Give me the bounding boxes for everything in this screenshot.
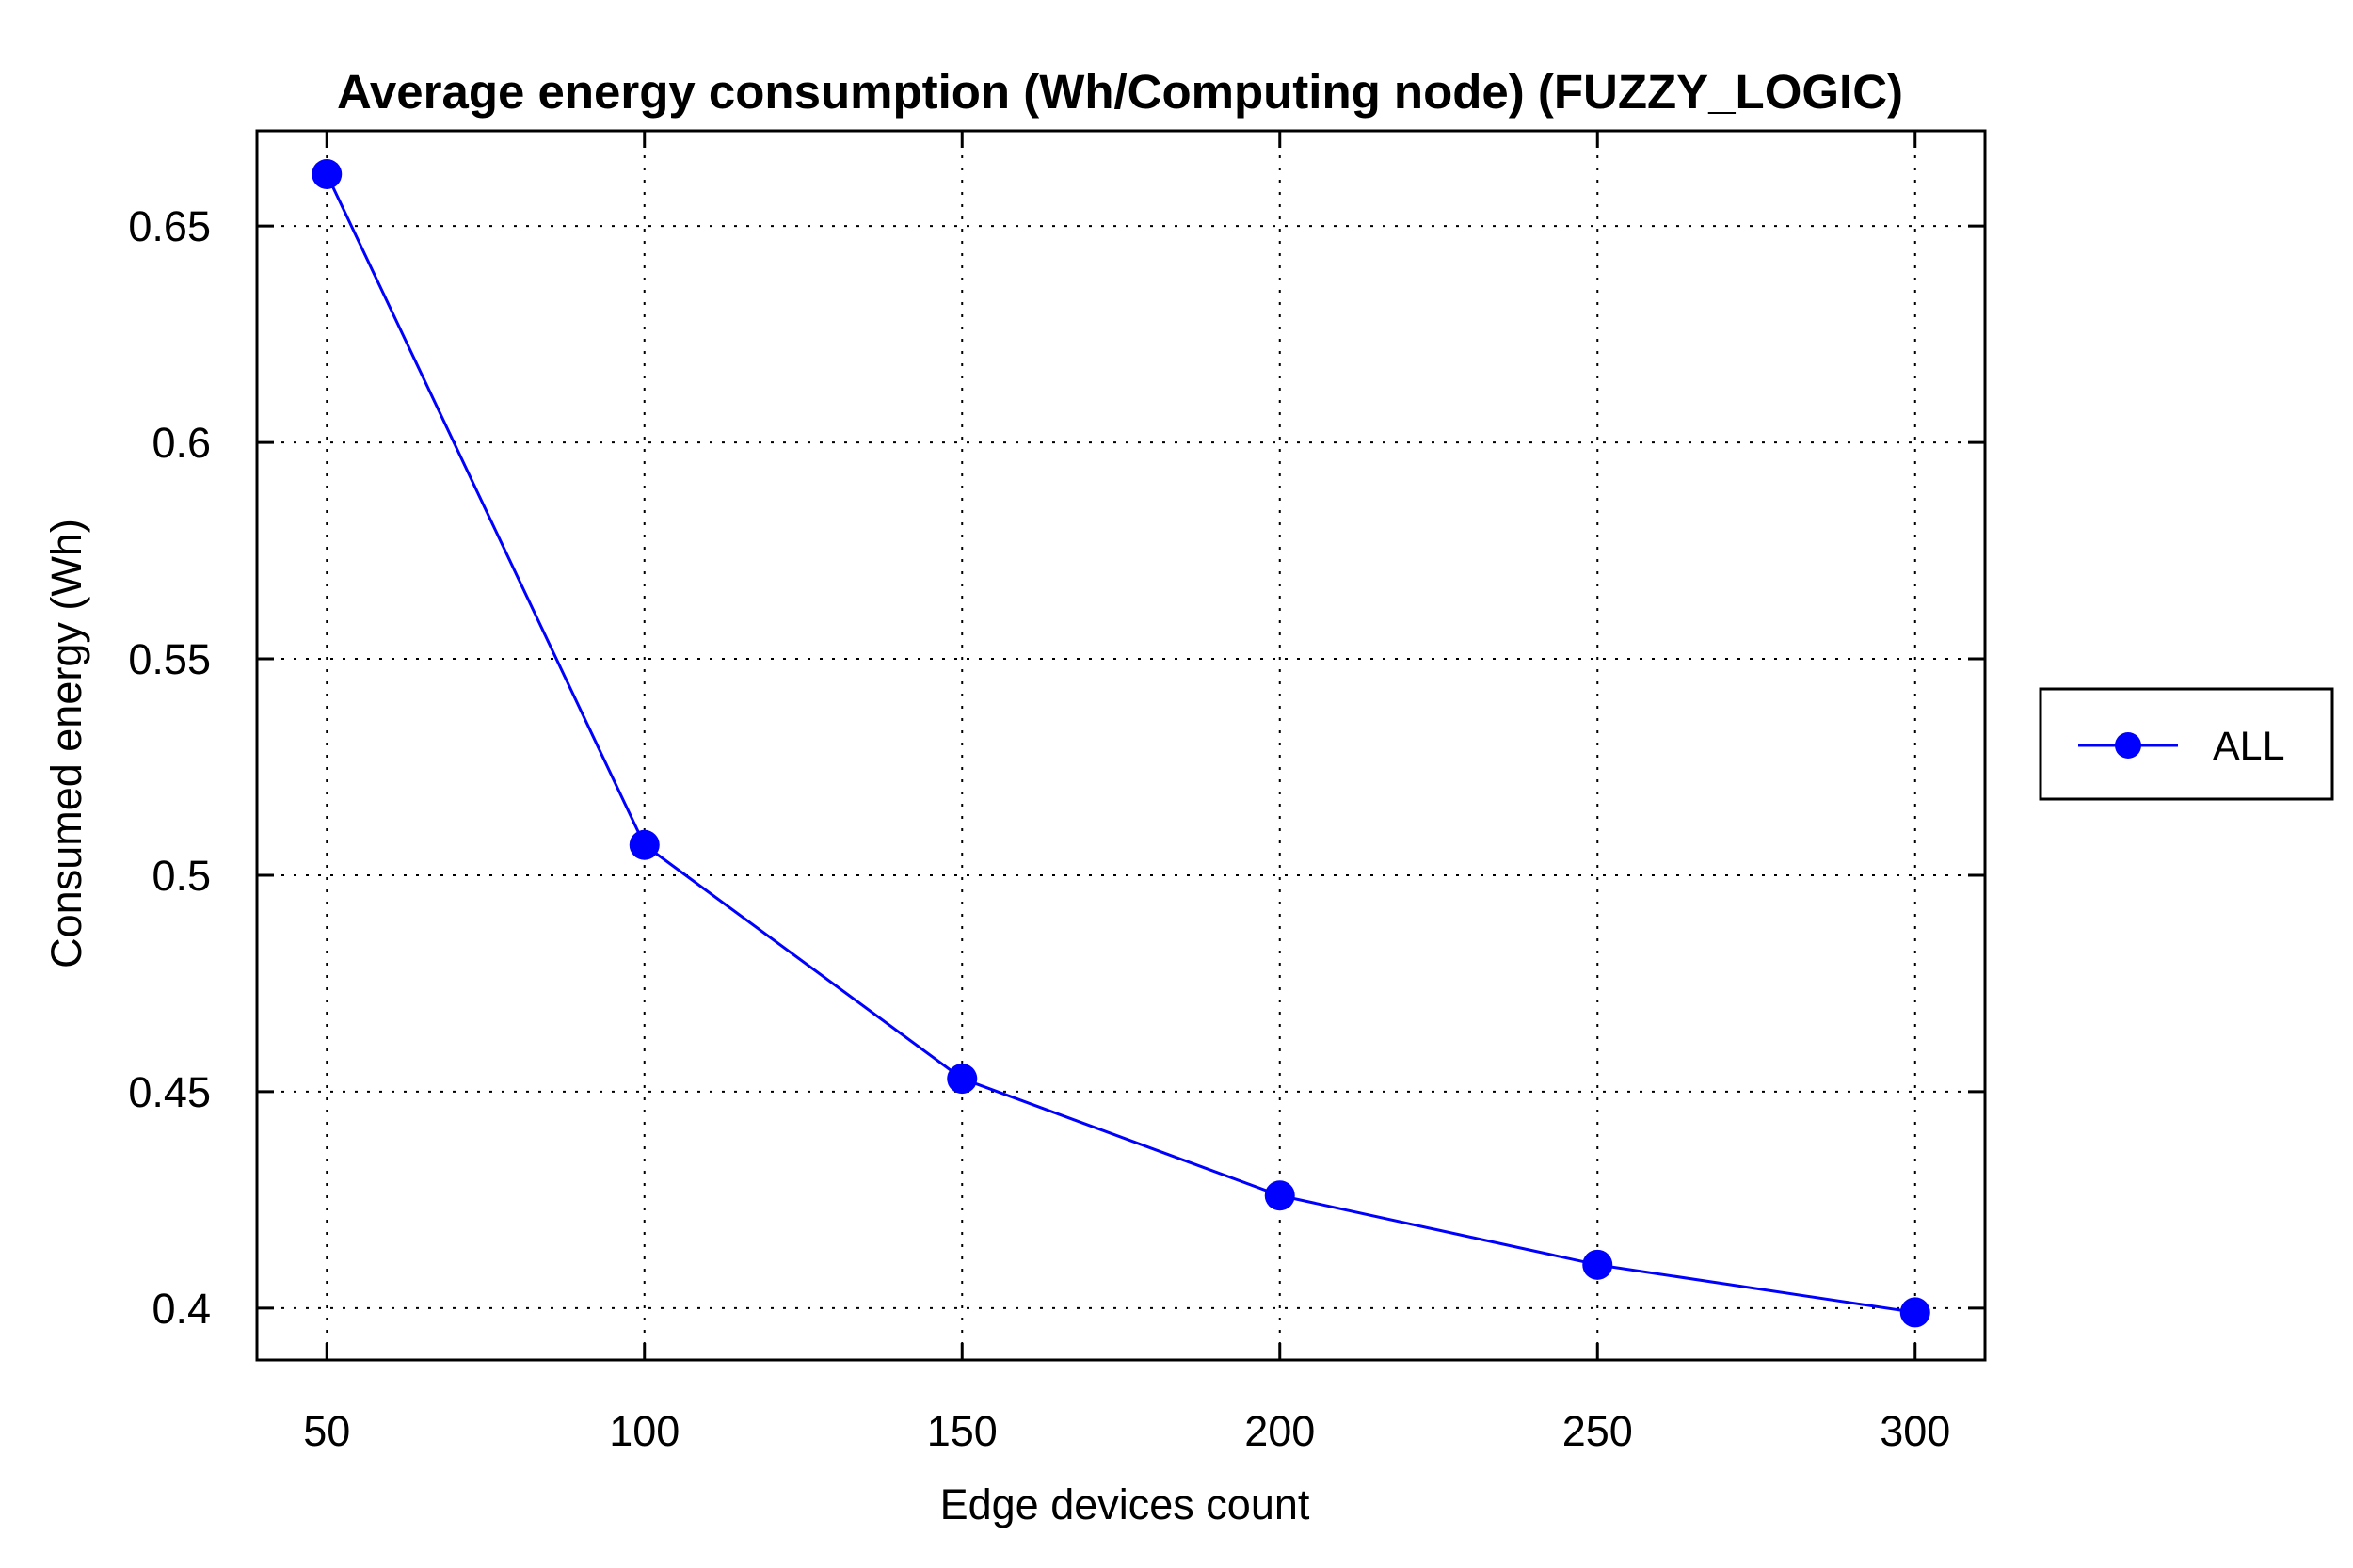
y-tick-label: 0.5	[152, 852, 211, 900]
series-all	[312, 158, 1930, 1328]
y-tick-label: 0.4	[152, 1285, 211, 1333]
y-axis-label: Consumed energy (Wh)	[42, 519, 90, 968]
y-tick-label: 0.45	[128, 1068, 211, 1116]
legend-label-all: ALL	[2213, 724, 2285, 769]
x-tick-label: 100	[609, 1407, 680, 1455]
chart-title: Average energy consumption (Wh/Computing…	[337, 65, 1903, 119]
data-point	[629, 829, 660, 860]
data-point	[1264, 1180, 1295, 1211]
data-point	[947, 1064, 978, 1095]
data-point	[1582, 1249, 1613, 1280]
x-tick-label: 250	[1562, 1407, 1633, 1455]
x-tick-label: 300	[1880, 1407, 1950, 1455]
y-axis-tick-labels: 0.4 0.45 0.5 0.55 0.6 0.65	[128, 202, 211, 1333]
plot-frame	[255, 129, 1987, 1362]
legend-marker-swatch	[2115, 732, 2141, 759]
y-tick-label: 0.65	[128, 202, 211, 250]
x-axis-tick-labels: 50 100 150 200 250 300	[303, 1407, 1950, 1455]
x-tick-label: 150	[927, 1407, 998, 1455]
x-axis-label: Edge devices count	[940, 1480, 1310, 1528]
legend: ALL	[2039, 687, 2334, 801]
grid-lines	[257, 131, 1985, 1360]
data-point	[312, 158, 343, 189]
y-tick-label: 0.6	[152, 419, 211, 467]
y-tick-label: 0.55	[128, 635, 211, 683]
data-point	[1899, 1297, 1930, 1328]
series-line	[325, 173, 1915, 1314]
x-tick-label: 50	[303, 1407, 350, 1455]
axis-ticks	[257, 131, 1985, 1360]
x-tick-label: 200	[1244, 1407, 1315, 1455]
